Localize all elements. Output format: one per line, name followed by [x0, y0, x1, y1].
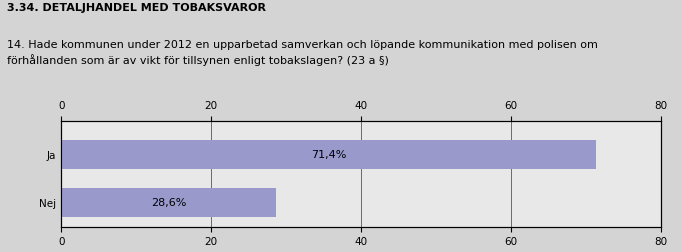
Bar: [61, 188, 276, 217]
Bar: [61, 140, 596, 169]
Text: 28,6%: 28,6%: [151, 198, 186, 208]
Text: 3.34. DETALJHANDEL MED TOBAKSVAROR: 3.34. DETALJHANDEL MED TOBAKSVAROR: [7, 3, 266, 13]
Text: 14. Hade kommunen under 2012 en upparbetad samverkan och löpande kommunikation m: 14. Hade kommunen under 2012 en upparbet…: [7, 40, 598, 66]
Text: 71,4%: 71,4%: [311, 150, 347, 160]
